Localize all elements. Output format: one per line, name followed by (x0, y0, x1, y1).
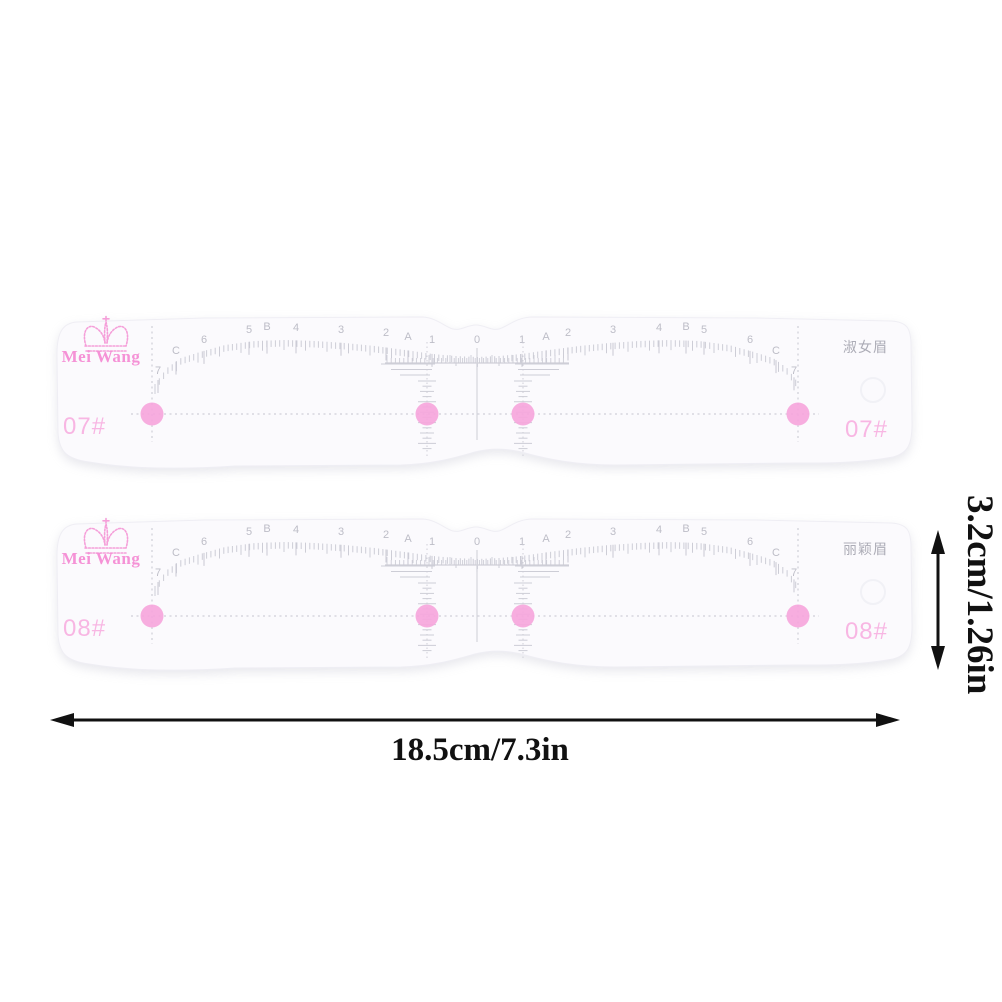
scale-label: B (263, 523, 270, 535)
brand-name: Mei Wang (62, 347, 141, 366)
scale-label: 3 (338, 324, 344, 336)
scale-label: 5 (246, 526, 252, 538)
model-number-left: 08# (63, 615, 106, 642)
scale-label: 6 (201, 536, 207, 548)
scale-label: 1 (429, 334, 435, 346)
scale-label: A (542, 533, 550, 545)
scale-label: 2 (383, 327, 389, 339)
scale-label: 7 (155, 567, 161, 579)
model-number-left: 07# (63, 413, 106, 440)
scale-label: 4 (656, 322, 662, 334)
anchor-dot (140, 604, 164, 628)
scale-label: 5 (701, 324, 707, 336)
scale-label: C (772, 345, 780, 357)
scale-label: 3 (338, 526, 344, 538)
scale-label: 3 (610, 526, 616, 538)
scale-label: 0 (474, 334, 480, 346)
scale-label: A (404, 533, 412, 545)
scale-label: 6 (747, 536, 753, 548)
scale-label: 1 (519, 334, 525, 346)
scale-label: A (542, 331, 550, 343)
anchor-dot (786, 604, 810, 628)
crown-icon (83, 315, 129, 352)
scale-label: 4 (293, 322, 299, 334)
model-number-right: 07# (845, 416, 888, 443)
die-cut-hole (860, 579, 886, 605)
scale-label: 2 (383, 529, 389, 541)
scale-label: C (772, 547, 780, 559)
scale-label: 0 (474, 536, 480, 548)
anchor-dot (511, 604, 535, 628)
model-number-right: 08# (845, 618, 888, 645)
scale-label: B (682, 523, 689, 535)
ruler-body (56, 518, 913, 671)
scale-label: 5 (246, 324, 252, 336)
anchor-dot (415, 402, 439, 426)
scale-label: 7 (791, 365, 797, 377)
scale-label: C (172, 547, 180, 559)
scale-label: 1 (429, 536, 435, 548)
scale-label: C (172, 345, 180, 357)
scale-label: 7 (155, 365, 161, 377)
style-name-chinese: 丽颖眉 (843, 541, 888, 557)
scale-label: B (682, 321, 689, 333)
ruler-body (56, 316, 913, 469)
horizontal-double-arrow (50, 713, 900, 727)
scale-label: 4 (293, 524, 299, 536)
width-dimension: 18.5cm/7.3in (40, 700, 920, 780)
brand-name: Mei Wang (62, 549, 141, 568)
anchor-dot (786, 402, 810, 426)
vertical-double-arrow (931, 530, 945, 670)
scale-label: 6 (747, 334, 753, 346)
scale-label: 2 (565, 327, 571, 339)
scale-label: 2 (565, 529, 571, 541)
crown-icon (83, 517, 129, 554)
scale-label: 6 (201, 334, 207, 346)
scale-label: 5 (701, 526, 707, 538)
width-dimension-label: 18.5cm/7.3in (391, 732, 569, 768)
scale-label: B (263, 321, 270, 333)
scale-label: 7 (791, 567, 797, 579)
anchor-dot (140, 402, 164, 426)
anchor-dot (415, 604, 439, 628)
die-cut-hole (860, 377, 886, 403)
height-dimension: 3.2cm/1.26in (920, 470, 1002, 720)
scale-label: 4 (656, 524, 662, 536)
scale-label: 3 (610, 324, 616, 336)
anchor-dot (511, 402, 535, 426)
scale-label: 1 (519, 536, 525, 548)
scale-label: A (404, 331, 412, 343)
style-name-chinese: 淑女眉 (843, 339, 888, 355)
height-dimension-label: 3.2cm/1.26in (959, 495, 1000, 695)
